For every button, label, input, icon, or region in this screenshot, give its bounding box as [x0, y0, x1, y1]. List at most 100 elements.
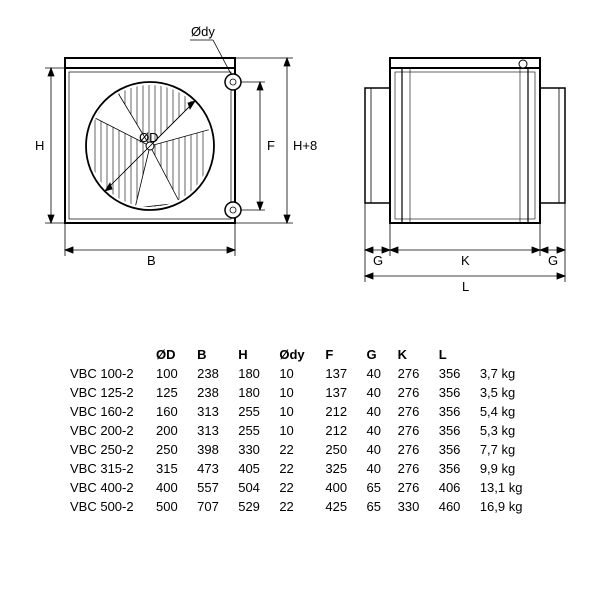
cell-value: 400	[156, 478, 197, 497]
engineering-drawing: ØD Ødy H B	[0, 0, 600, 310]
label-F: F	[267, 138, 275, 153]
cell-value: 16,9 kg	[480, 497, 550, 516]
col-G: G	[367, 345, 398, 364]
label-B: B	[147, 253, 156, 268]
cell-value: 276	[398, 383, 439, 402]
cell-value: 557	[197, 478, 238, 497]
cell-value: 276	[398, 478, 439, 497]
label-Hp8: H+8	[293, 138, 317, 153]
cell-value: 125	[156, 383, 197, 402]
cell-value: 40	[367, 383, 398, 402]
cell-value: 180	[238, 364, 279, 383]
cell-value: 22	[279, 459, 325, 478]
cell-value: 40	[367, 421, 398, 440]
cell-value: 460	[439, 497, 480, 516]
cell-value: 315	[156, 459, 197, 478]
cell-value: 10	[279, 383, 325, 402]
col-Ody: Ødy	[279, 345, 325, 364]
cell-value: 398	[197, 440, 238, 459]
cell-value: 313	[197, 402, 238, 421]
col-H: H	[238, 345, 279, 364]
cell-value: 356	[439, 383, 480, 402]
table-row: VBC 200-220031325510212402763565,3 kg	[70, 421, 550, 440]
table-header-row: ØD B H Ødy F G K L	[70, 345, 550, 364]
cell-value: 406	[439, 478, 480, 497]
cell-value: 65	[367, 478, 398, 497]
cell-model: VBC 250-2	[70, 440, 156, 459]
cell-model: VBC 315-2	[70, 459, 156, 478]
cell-value: 425	[325, 497, 366, 516]
table-row: VBC 400-2400557504224006527640613,1 kg	[70, 478, 550, 497]
cell-value: 3,5 kg	[480, 383, 550, 402]
spec-table: ØD B H Ødy F G K L VBC 100-2100238180101…	[70, 345, 550, 516]
col-L: L	[439, 345, 480, 364]
col-model	[70, 345, 156, 364]
cell-model: VBC 125-2	[70, 383, 156, 402]
cell-value: 250	[156, 440, 197, 459]
cell-value: 238	[197, 364, 238, 383]
cell-value: 212	[325, 402, 366, 421]
cell-value: 200	[156, 421, 197, 440]
cell-value: 400	[325, 478, 366, 497]
table-row: VBC 500-2500707529224256533046016,9 kg	[70, 497, 550, 516]
cell-model: VBC 500-2	[70, 497, 156, 516]
cell-value: 313	[197, 421, 238, 440]
cell-value: 250	[325, 440, 366, 459]
cell-value: 255	[238, 402, 279, 421]
cell-value: 529	[238, 497, 279, 516]
cell-value: 707	[197, 497, 238, 516]
cell-value: 405	[238, 459, 279, 478]
col-F: F	[325, 345, 366, 364]
cell-value: 180	[238, 383, 279, 402]
cell-value: 212	[325, 421, 366, 440]
cell-model: VBC 160-2	[70, 402, 156, 421]
cell-value: 238	[197, 383, 238, 402]
cell-value: 10	[279, 364, 325, 383]
col-K: K	[398, 345, 439, 364]
cell-value: 40	[367, 402, 398, 421]
cell-value: 325	[325, 459, 366, 478]
label-K: K	[461, 253, 470, 268]
cell-value: 22	[279, 478, 325, 497]
label-OD: ØD	[139, 130, 159, 145]
cell-value: 255	[238, 421, 279, 440]
cell-model: VBC 100-2	[70, 364, 156, 383]
cell-value: 356	[439, 364, 480, 383]
cell-value: 3,7 kg	[480, 364, 550, 383]
cell-model: VBC 400-2	[70, 478, 156, 497]
col-weight	[480, 345, 550, 364]
cell-value: 137	[325, 383, 366, 402]
cell-value: 330	[238, 440, 279, 459]
cell-value: 5,3 kg	[480, 421, 550, 440]
cell-value: 10	[279, 402, 325, 421]
cell-value: 13,1 kg	[480, 478, 550, 497]
cell-value: 40	[367, 459, 398, 478]
label-H: H	[35, 138, 44, 153]
cell-value: 22	[279, 440, 325, 459]
table-row: VBC 160-216031325510212402763565,4 kg	[70, 402, 550, 421]
cell-value: 473	[197, 459, 238, 478]
cell-value: 276	[398, 421, 439, 440]
cell-value: 356	[439, 421, 480, 440]
cell-value: 137	[325, 364, 366, 383]
cell-value: 40	[367, 440, 398, 459]
cell-value: 356	[439, 459, 480, 478]
cell-value: 22	[279, 497, 325, 516]
cell-value: 276	[398, 402, 439, 421]
col-OD: ØD	[156, 345, 197, 364]
cell-value: 500	[156, 497, 197, 516]
table-row: VBC 250-225039833022250402763567,7 kg	[70, 440, 550, 459]
cell-value: 276	[398, 440, 439, 459]
cell-value: 40	[367, 364, 398, 383]
cell-value: 356	[439, 440, 480, 459]
label-L: L	[462, 279, 469, 294]
cell-value: 9,9 kg	[480, 459, 550, 478]
cell-value: 65	[367, 497, 398, 516]
label-Ody: Ødy	[191, 24, 215, 39]
cell-value: 276	[398, 459, 439, 478]
col-B: B	[197, 345, 238, 364]
label-G-left: G	[373, 253, 383, 268]
cell-value: 330	[398, 497, 439, 516]
table-row: VBC 125-212523818010137402763563,5 kg	[70, 383, 550, 402]
cell-value: 276	[398, 364, 439, 383]
